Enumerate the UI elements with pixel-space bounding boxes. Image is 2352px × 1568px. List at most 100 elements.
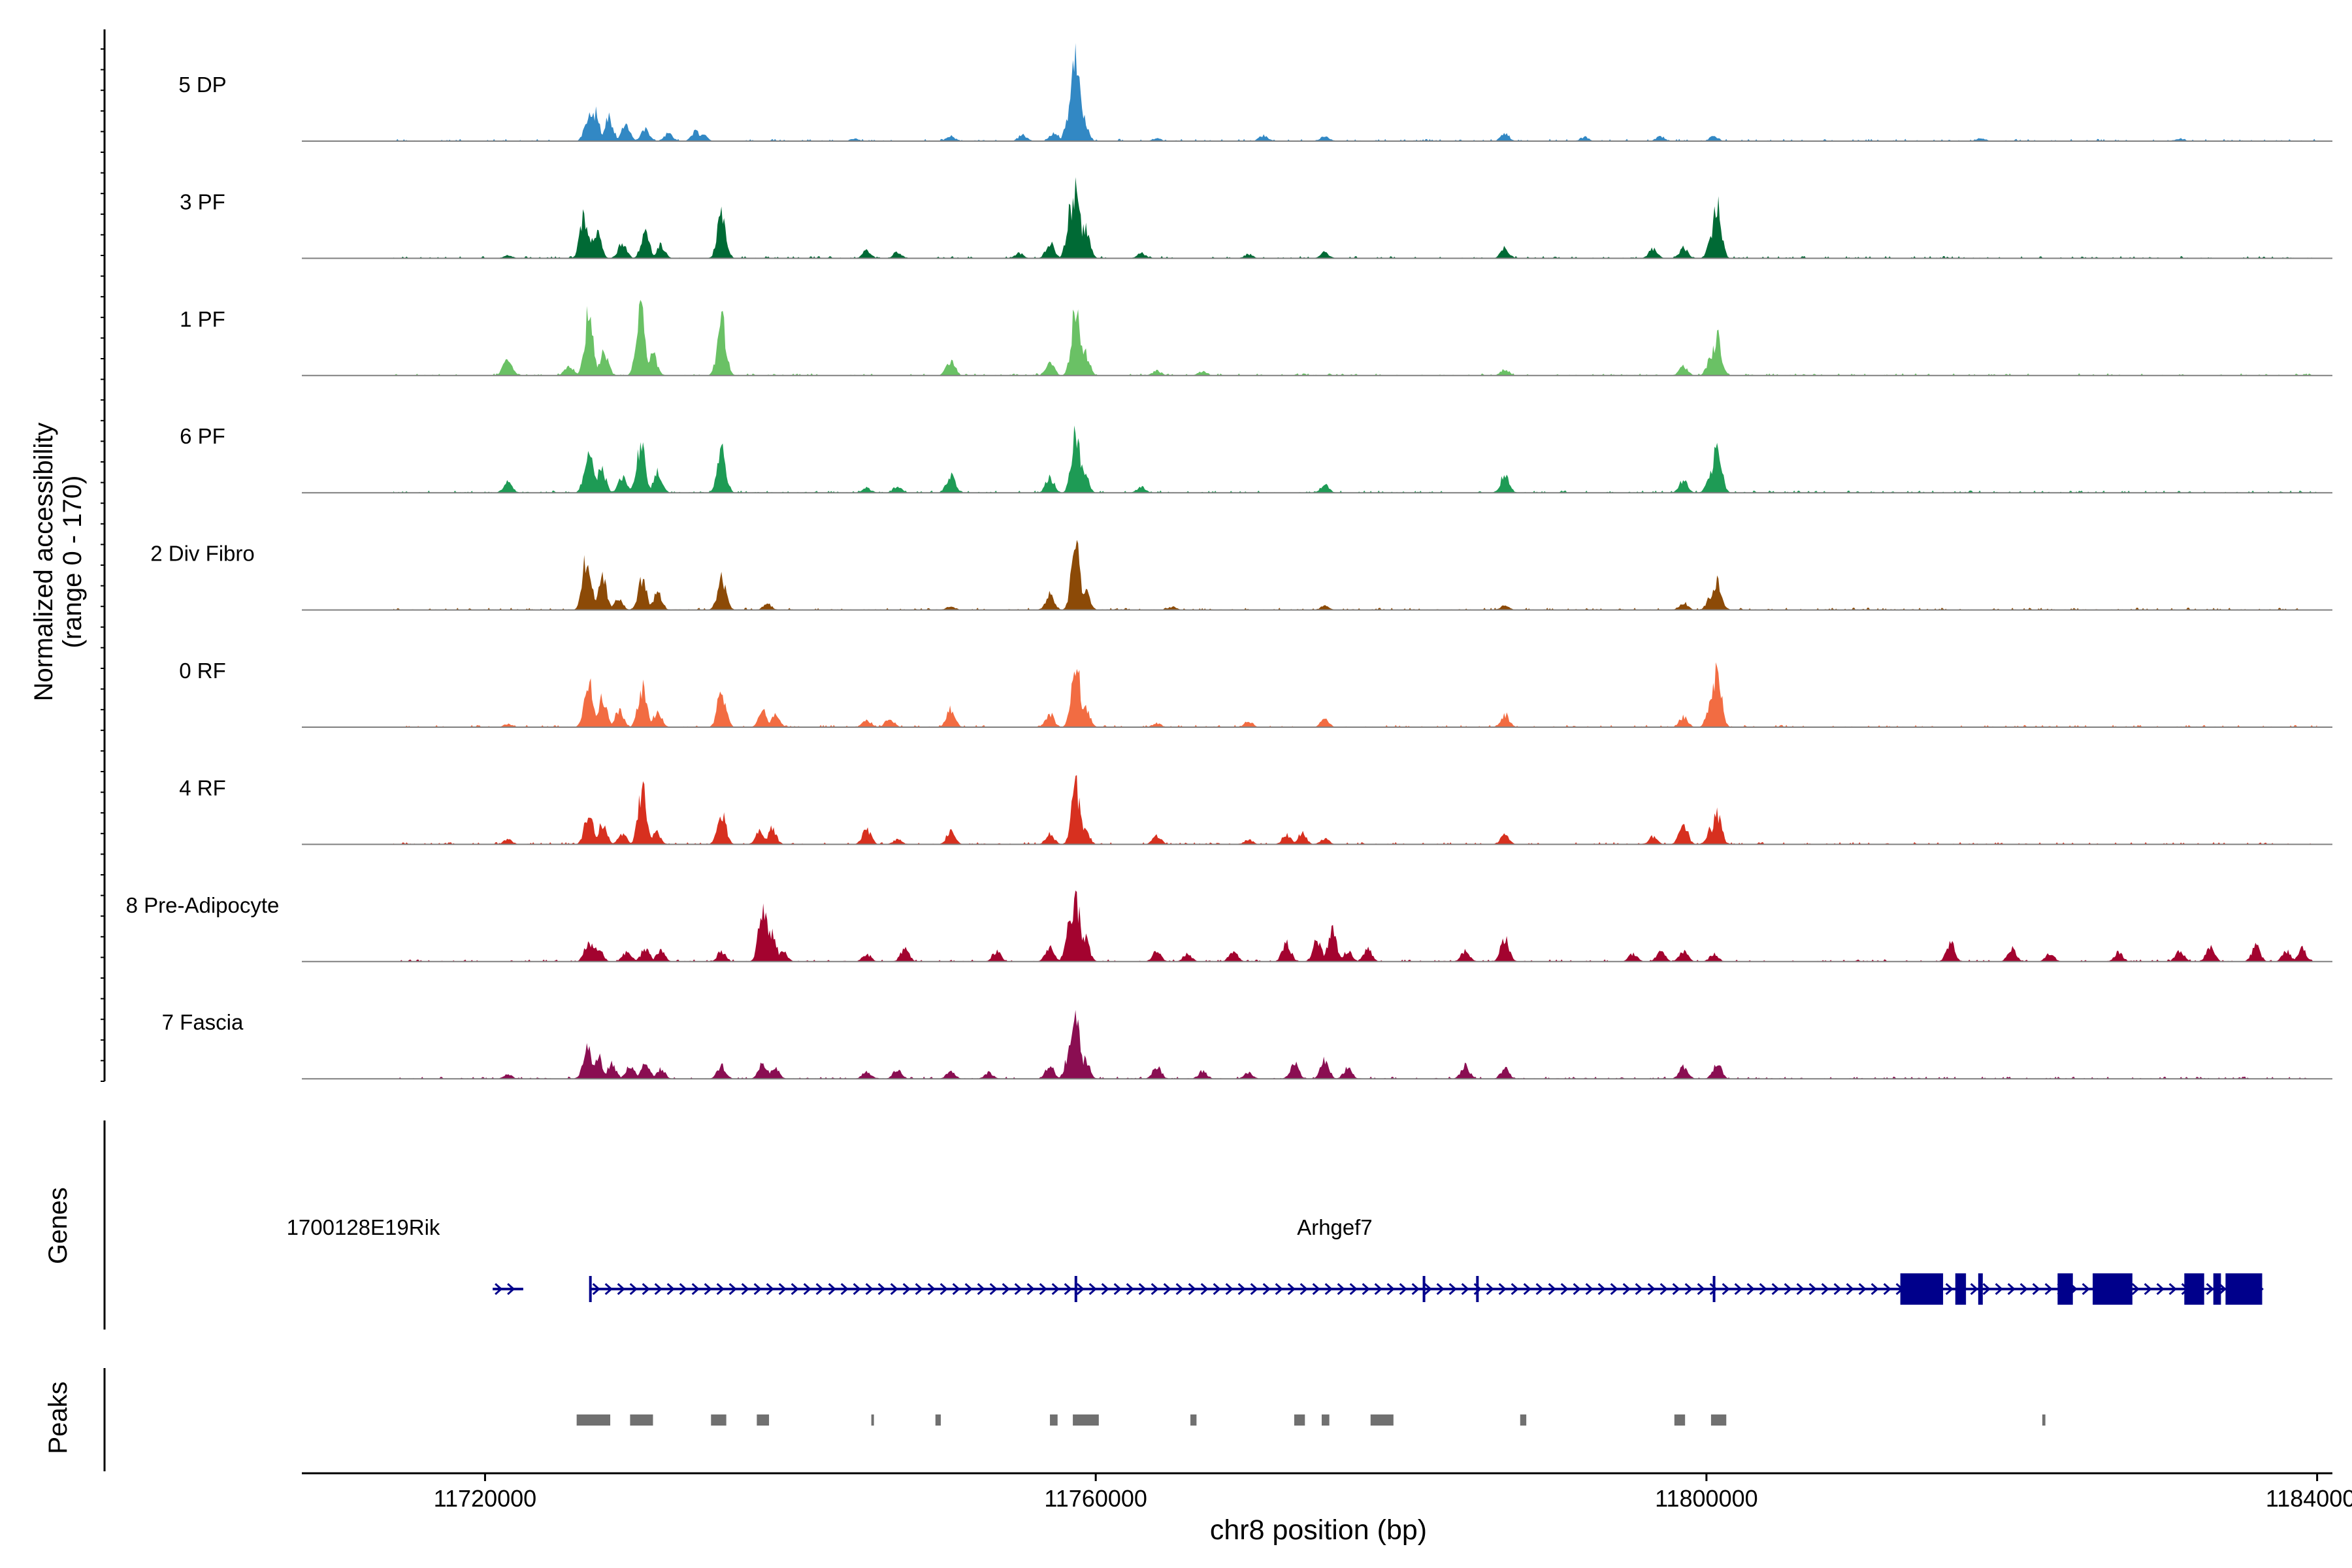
- track-label: 0 RF: [179, 659, 226, 683]
- strand-arrow: [977, 1282, 985, 1296]
- peak-region: [1710, 1414, 1727, 1426]
- peak-region: [1073, 1414, 1099, 1426]
- coverage-track-3: 1 PF: [180, 300, 2332, 376]
- exon: [2057, 1273, 2073, 1305]
- strand-arrow: [1312, 1282, 1320, 1296]
- strand-arrow: [1771, 1282, 1780, 1296]
- coverage-track-7: 4 RF: [179, 775, 2332, 845]
- strand-arrow: [592, 1282, 600, 1296]
- strand-arrow: [2168, 1282, 2177, 1296]
- x-tick-label: 11800000: [1655, 1485, 1758, 1512]
- strand-arrow: [1858, 1282, 1867, 1296]
- strand-arrow: [1523, 1282, 1531, 1296]
- strand-arrow: [1759, 1282, 1767, 1296]
- genes-track: 1700128E19Rik Arhgef7: [287, 1215, 2264, 1305]
- strand-arrow: [1995, 1282, 2003, 1296]
- strand-arrow: [1362, 1282, 1370, 1296]
- peaks-track: [576, 1414, 2046, 1426]
- strand-arrow: [2019, 1282, 2028, 1296]
- strand-arrow: [2032, 1282, 2040, 1296]
- strand-arrow: [679, 1282, 687, 1296]
- strand-arrow: [840, 1282, 849, 1296]
- exon: [2213, 1273, 2221, 1305]
- exon: [2225, 1273, 2262, 1305]
- coverage-area: [393, 177, 2317, 259]
- strand-arrow: [1175, 1282, 1184, 1296]
- y-axis-label: Normalized accessibility: [29, 423, 58, 702]
- strand-arrow: [1573, 1282, 1581, 1296]
- strand-arrow: [2156, 1282, 2164, 1296]
- strand-arrow: [1697, 1282, 1705, 1296]
- strand-arrow: [666, 1282, 675, 1296]
- strand-arrow: [2007, 1282, 2016, 1296]
- strand-arrow: [1821, 1282, 1829, 1296]
- strand-arrow: [1635, 1282, 1643, 1296]
- y-axis: [101, 29, 106, 1082]
- coverage-track-1: 5 DP: [178, 43, 2332, 142]
- coverage-area: [393, 540, 2317, 610]
- exon: [1978, 1273, 1983, 1305]
- strand-arrow: [1846, 1282, 1854, 1296]
- strand-arrow: [1784, 1282, 1792, 1296]
- strand-arrow: [1088, 1282, 1097, 1296]
- track-label: 3 PF: [180, 189, 225, 214]
- strand-arrow: [1374, 1282, 1382, 1296]
- x-tick-label: 11720000: [434, 1485, 537, 1512]
- strand-arrow: [1287, 1282, 1296, 1296]
- coverage-area: [393, 775, 2317, 845]
- strand-arrow: [1448, 1282, 1457, 1296]
- strand-arrow: [791, 1282, 799, 1296]
- strand-arrow: [507, 1282, 515, 1296]
- strand-arrow: [877, 1282, 886, 1296]
- gene-1700128E19Rik: 1700128E19Rik: [287, 1215, 523, 1296]
- genes-track-label: Genes: [44, 1187, 73, 1264]
- strand-arrow: [766, 1282, 774, 1296]
- strand-arrow: [1399, 1282, 1407, 1296]
- strand-arrow: [1151, 1282, 1159, 1296]
- strand-arrow: [2144, 1282, 2152, 1296]
- peak-region: [576, 1414, 611, 1426]
- y-axis-label-range: (range 0 - 170): [58, 476, 87, 649]
- strand-arrow: [1535, 1282, 1544, 1296]
- peak-region: [1190, 1414, 1197, 1426]
- peak-region: [630, 1414, 653, 1426]
- strand-arrow: [1796, 1282, 1805, 1296]
- exon: [2093, 1273, 2132, 1305]
- strand-arrow: [1126, 1282, 1134, 1296]
- strand-arrow: [803, 1282, 811, 1296]
- strand-arrow: [753, 1282, 762, 1296]
- strand-arrow: [1498, 1282, 1507, 1296]
- strand-arrow: [1945, 1282, 1953, 1296]
- peak-region: [2042, 1414, 2046, 1426]
- strand-arrow: [890, 1282, 898, 1296]
- strand-arrow: [1188, 1282, 1196, 1296]
- strand-arrow: [1002, 1282, 1010, 1296]
- strand-arrow: [617, 1282, 625, 1296]
- peaks-track-label: Peaks: [44, 1381, 73, 1454]
- peak-region: [757, 1414, 770, 1426]
- strand-arrow: [1585, 1282, 1593, 1296]
- exon: [1955, 1273, 1967, 1305]
- strand-arrow: [1262, 1282, 1271, 1296]
- strand-arrow: [1200, 1282, 1209, 1296]
- x-tick-label: 11840000: [2266, 1485, 2352, 1512]
- gene-label: Arhgef7: [1297, 1215, 1373, 1239]
- strand-arrow: [927, 1282, 936, 1296]
- strand-arrow: [1647, 1282, 1656, 1296]
- coverage-area: [393, 300, 2317, 376]
- peak-region: [1674, 1414, 1686, 1426]
- coverage-area: [393, 890, 2317, 962]
- strand-arrow: [1026, 1282, 1035, 1296]
- peak-region: [935, 1414, 941, 1426]
- strand-arrow: [1684, 1282, 1693, 1296]
- strand-arrow: [1101, 1282, 1109, 1296]
- strand-arrow: [1597, 1282, 1606, 1296]
- strand-arrow: [1870, 1282, 1879, 1296]
- strand-arrow: [1324, 1282, 1333, 1296]
- strand-arrow: [2131, 1282, 2140, 1296]
- peak-region: [1370, 1414, 1394, 1426]
- strand-arrow: [1486, 1282, 1494, 1296]
- strand-arrow: [1014, 1282, 1022, 1296]
- exon: [2184, 1273, 2204, 1305]
- strand-arrow: [2206, 1282, 2214, 1296]
